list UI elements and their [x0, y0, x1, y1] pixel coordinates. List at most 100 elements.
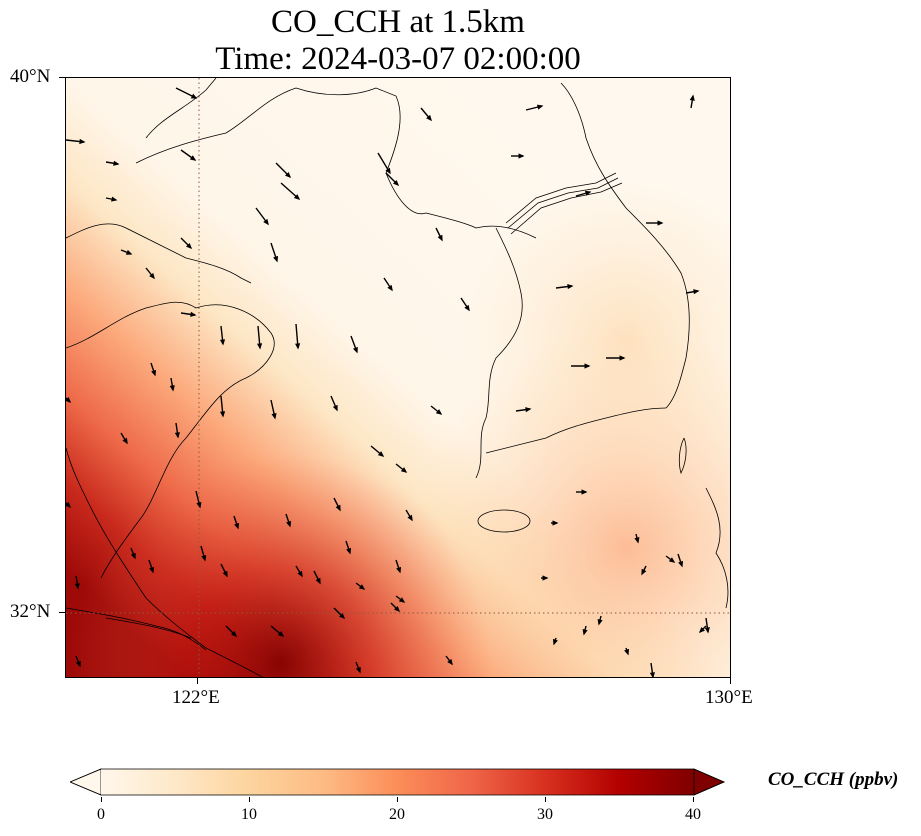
wind-arrow-icon [405, 509, 413, 522]
wind-arrow-icon [74, 575, 80, 590]
wind-arrow-icon [255, 207, 269, 226]
coastline-bohai [66, 223, 252, 284]
wind-arrow-icon [541, 575, 549, 581]
wind-arrow-icon [355, 661, 361, 674]
wind-arrow-icon [390, 602, 401, 613]
wind-arrow-icon [120, 432, 128, 445]
wind-arrow-icon [704, 617, 710, 634]
wind-arrow-icon [280, 182, 301, 200]
wind-arrow-icon [66, 138, 86, 145]
colorbar-label-30: 30 [537, 806, 553, 823]
wind-arrow-icon [649, 662, 655, 677]
wind-arrow-icon [66, 396, 72, 404]
wind-arrow-icon [148, 559, 155, 574]
wind-arrow-icon [350, 335, 358, 354]
wind-arrow-icon [200, 545, 207, 562]
wind-arrow-icon [525, 104, 544, 111]
wind-arrow-icon [75, 655, 81, 668]
wind-arrow-icon [225, 625, 238, 638]
wind-arrow-icon [370, 445, 385, 457]
wind-arrow-icon [445, 655, 453, 666]
wind-arrow-icon [395, 559, 402, 574]
colorbar-tick-40 [693, 797, 694, 802]
colorbar-label-0: 0 [97, 806, 105, 823]
lon-label-130e: 130°E [705, 687, 753, 708]
wind-arrow-icon [552, 637, 558, 646]
lat-label-40n: 40°N [10, 66, 51, 87]
wind-arrow-icon [582, 625, 588, 636]
wind-arrow-icon [430, 405, 443, 415]
colorbar-label-20: 20 [389, 806, 405, 823]
wind-arrow-icon [270, 625, 285, 637]
wind-arrow-icon [145, 267, 155, 280]
coastline-dmz-border-a [505, 172, 617, 224]
wind-arrow-icon [270, 242, 279, 263]
wind-arrow-icon [385, 172, 400, 187]
coastline-yangtze-north [105, 617, 192, 639]
wind-arrow-icon [275, 162, 292, 179]
coastline-korea-west [475, 227, 523, 479]
wind-arrow-icon [641, 565, 647, 576]
lon-tick-mark-122e [197, 678, 198, 684]
wind-arrow-icon [677, 553, 684, 568]
coastline-liaodong-east [135, 87, 537, 239]
wind-arrow-icon [551, 520, 559, 526]
wind-arrow-icon [180, 149, 197, 161]
colorbar-label-40: 40 [685, 806, 701, 823]
wind-arrow-icon [597, 615, 603, 626]
colorbar-label-10: 10 [241, 806, 257, 823]
wind-arrow-icon [180, 311, 197, 317]
colorbar-gradient [101, 769, 694, 795]
wind-arrow-icon [355, 582, 366, 590]
wind-arrow-icon [105, 160, 120, 166]
wind-arrow-icon [646, 220, 664, 226]
colorbar-tick-10 [249, 797, 250, 802]
colorbar-tick-30 [545, 797, 546, 802]
wind-arrow-icon [624, 647, 630, 656]
wind-arrow-icon [313, 570, 321, 585]
wind-arrow-icon [420, 107, 432, 122]
wind-arrow-icon [395, 463, 408, 473]
wind-arrow-icon [180, 237, 193, 250]
wind-arrow-icon [576, 489, 588, 495]
map-panel [65, 77, 731, 678]
wind-arrow-icon [105, 196, 118, 202]
coastline-dmz-border-b [507, 177, 619, 229]
map-canvas [66, 78, 730, 677]
wind-arrow-icon [233, 515, 240, 530]
wind-arrow-icon [130, 547, 136, 560]
kyushu-coast [705, 487, 729, 609]
wind-arrow-icon [330, 395, 338, 412]
lat-tick-mark-32n [59, 612, 65, 613]
colorbar-tick-0 [101, 797, 102, 802]
map-subtitle: Time: 2024-03-07 02:00:00 [215, 41, 581, 77]
wind-arrow-icon [575, 190, 592, 197]
lat-tick-mark-40n [59, 77, 65, 78]
colorbar [68, 768, 726, 796]
wind-arrow-icon [606, 355, 626, 361]
wind-arrow-icon [689, 94, 695, 109]
wind-arrow-icon [169, 377, 175, 392]
colorbar-extend-min [68, 768, 102, 796]
wind-arrow-icon [571, 363, 591, 369]
lat-label-32n: 32°N [10, 601, 51, 622]
wind-arrow-icon [333, 607, 346, 620]
wind-arrow-icon [511, 153, 525, 159]
wind-arrow-icon [219, 325, 226, 346]
co-plume-maximum [66, 78, 730, 677]
wind-arrow-icon [395, 595, 406, 603]
wind-arrow-icon [295, 565, 303, 578]
wind-arrow-icon [150, 362, 157, 377]
wind-arrow-icon [665, 555, 676, 563]
coastline-dmz-border-c [510, 182, 623, 235]
coastline-yangtze-estuary [66, 607, 207, 651]
wind-arrow-icon [295, 323, 301, 350]
wind-arrow-icon [66, 501, 72, 509]
coastlines [66, 78, 729, 677]
coastline-korea-east [560, 82, 690, 409]
map-title: CO_CCH at 1.5km [271, 4, 525, 40]
wind-arrow-icon [174, 422, 180, 439]
map-gridlines [66, 78, 730, 677]
wind-arrow-icon [333, 497, 341, 512]
lon-label-122e: 122°E [172, 687, 220, 708]
